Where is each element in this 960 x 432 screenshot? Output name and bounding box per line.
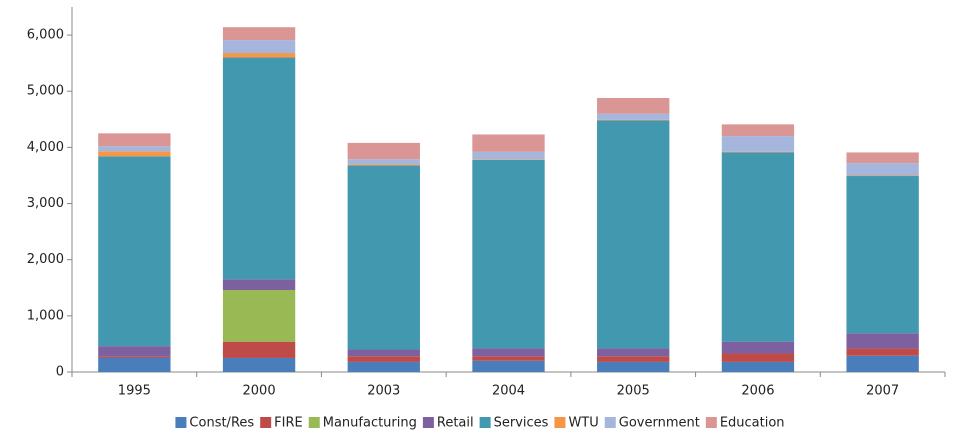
bar-segment xyxy=(846,175,919,177)
legend-label: Education xyxy=(720,416,785,431)
legend-item: Const/Res xyxy=(175,416,254,431)
legend-label: Retail xyxy=(437,416,474,431)
bar-segment xyxy=(597,348,670,357)
bar-segment xyxy=(347,159,420,165)
x-tick-label: 1995 xyxy=(118,384,151,399)
legend-label: WTU xyxy=(568,416,598,431)
bar-segment xyxy=(222,357,296,372)
legend-item: Government xyxy=(604,416,700,431)
legend-label: Government xyxy=(619,416,700,431)
y-tick-label: 6,000 xyxy=(27,28,64,43)
bar-segment xyxy=(472,360,545,372)
legend-swatch xyxy=(604,417,616,428)
legend-swatch xyxy=(260,417,272,428)
bar-segment xyxy=(472,348,545,357)
legend-label: Services xyxy=(494,416,549,431)
bar-segment xyxy=(222,27,296,41)
legend-swatch xyxy=(705,417,717,428)
bar-segment xyxy=(597,356,670,362)
bar-segment xyxy=(222,53,296,58)
x-tick-label: 2006 xyxy=(741,384,774,399)
bar-segment xyxy=(721,151,795,153)
y-tick-label: 5,000 xyxy=(27,84,64,99)
legend-item: WTU xyxy=(554,416,599,431)
legend-item: Education xyxy=(705,416,785,431)
bar-segment xyxy=(597,120,670,349)
bar-segment xyxy=(347,164,420,166)
y-tick-label: 2,000 xyxy=(27,252,64,267)
bar-segment xyxy=(846,348,919,356)
legend-label: Const/Res xyxy=(189,416,254,431)
bar-segment xyxy=(597,119,670,121)
y-tick-label: 0 xyxy=(56,365,64,380)
legend-label: Manufacturing xyxy=(323,416,417,431)
x-tick-label: 2000 xyxy=(243,384,276,399)
legend-item: Services xyxy=(479,416,549,431)
legend-item: Retail xyxy=(422,416,474,431)
bar-segment xyxy=(222,57,296,280)
bar-segment xyxy=(846,176,919,334)
bar-segment xyxy=(98,133,171,147)
bar-segment xyxy=(222,40,296,54)
bar-segment xyxy=(846,355,919,372)
bar-segment xyxy=(846,163,919,176)
y-tick-label: 3,000 xyxy=(27,196,64,211)
legend-swatch xyxy=(175,417,187,428)
bar-segment xyxy=(222,341,296,358)
bar-segment xyxy=(597,361,670,372)
bar-segment xyxy=(347,349,420,357)
bar-segment xyxy=(472,151,545,160)
bar-segment xyxy=(98,357,171,372)
bar-segment xyxy=(597,113,670,120)
bar-segment xyxy=(347,356,420,362)
legend-label: FIRE xyxy=(274,416,303,431)
bar-segment xyxy=(472,159,545,349)
x-tick-label: 2004 xyxy=(492,384,525,399)
bar-segment xyxy=(846,152,919,164)
x-tick-label: 2007 xyxy=(866,384,899,399)
bar-segment xyxy=(98,156,171,347)
bar-segment xyxy=(222,290,296,342)
bar-segment xyxy=(347,165,420,350)
bar-segment xyxy=(98,146,171,152)
legend-swatch xyxy=(554,417,566,428)
bar-segment xyxy=(472,356,545,361)
bar-segment xyxy=(721,124,795,137)
y-tick-label: 1,000 xyxy=(27,308,64,323)
bar-segment xyxy=(721,353,795,362)
x-tick-label: 2005 xyxy=(617,384,650,399)
bar-segment xyxy=(721,341,795,354)
bar-segment xyxy=(98,346,171,357)
bar-segment xyxy=(721,136,795,152)
bar-segment xyxy=(347,361,420,372)
legend-swatch xyxy=(422,417,434,428)
legend-item: Manufacturing xyxy=(308,416,417,431)
legend-swatch xyxy=(479,417,491,428)
bar-segment xyxy=(98,151,171,157)
legend-item: FIRE xyxy=(260,416,303,431)
x-tick-label: 2003 xyxy=(367,384,400,399)
bar-segment xyxy=(472,134,545,152)
bar-segment xyxy=(98,356,171,358)
bar-segment xyxy=(597,97,670,114)
bar-segment xyxy=(222,279,296,291)
bar-segment xyxy=(472,159,545,160)
bar-segment xyxy=(347,142,420,160)
legend-swatch xyxy=(308,417,320,428)
bar-segment xyxy=(721,361,795,372)
bar-segment xyxy=(846,333,919,349)
y-tick-label: 4,000 xyxy=(27,140,64,155)
bar-segment xyxy=(721,152,795,342)
